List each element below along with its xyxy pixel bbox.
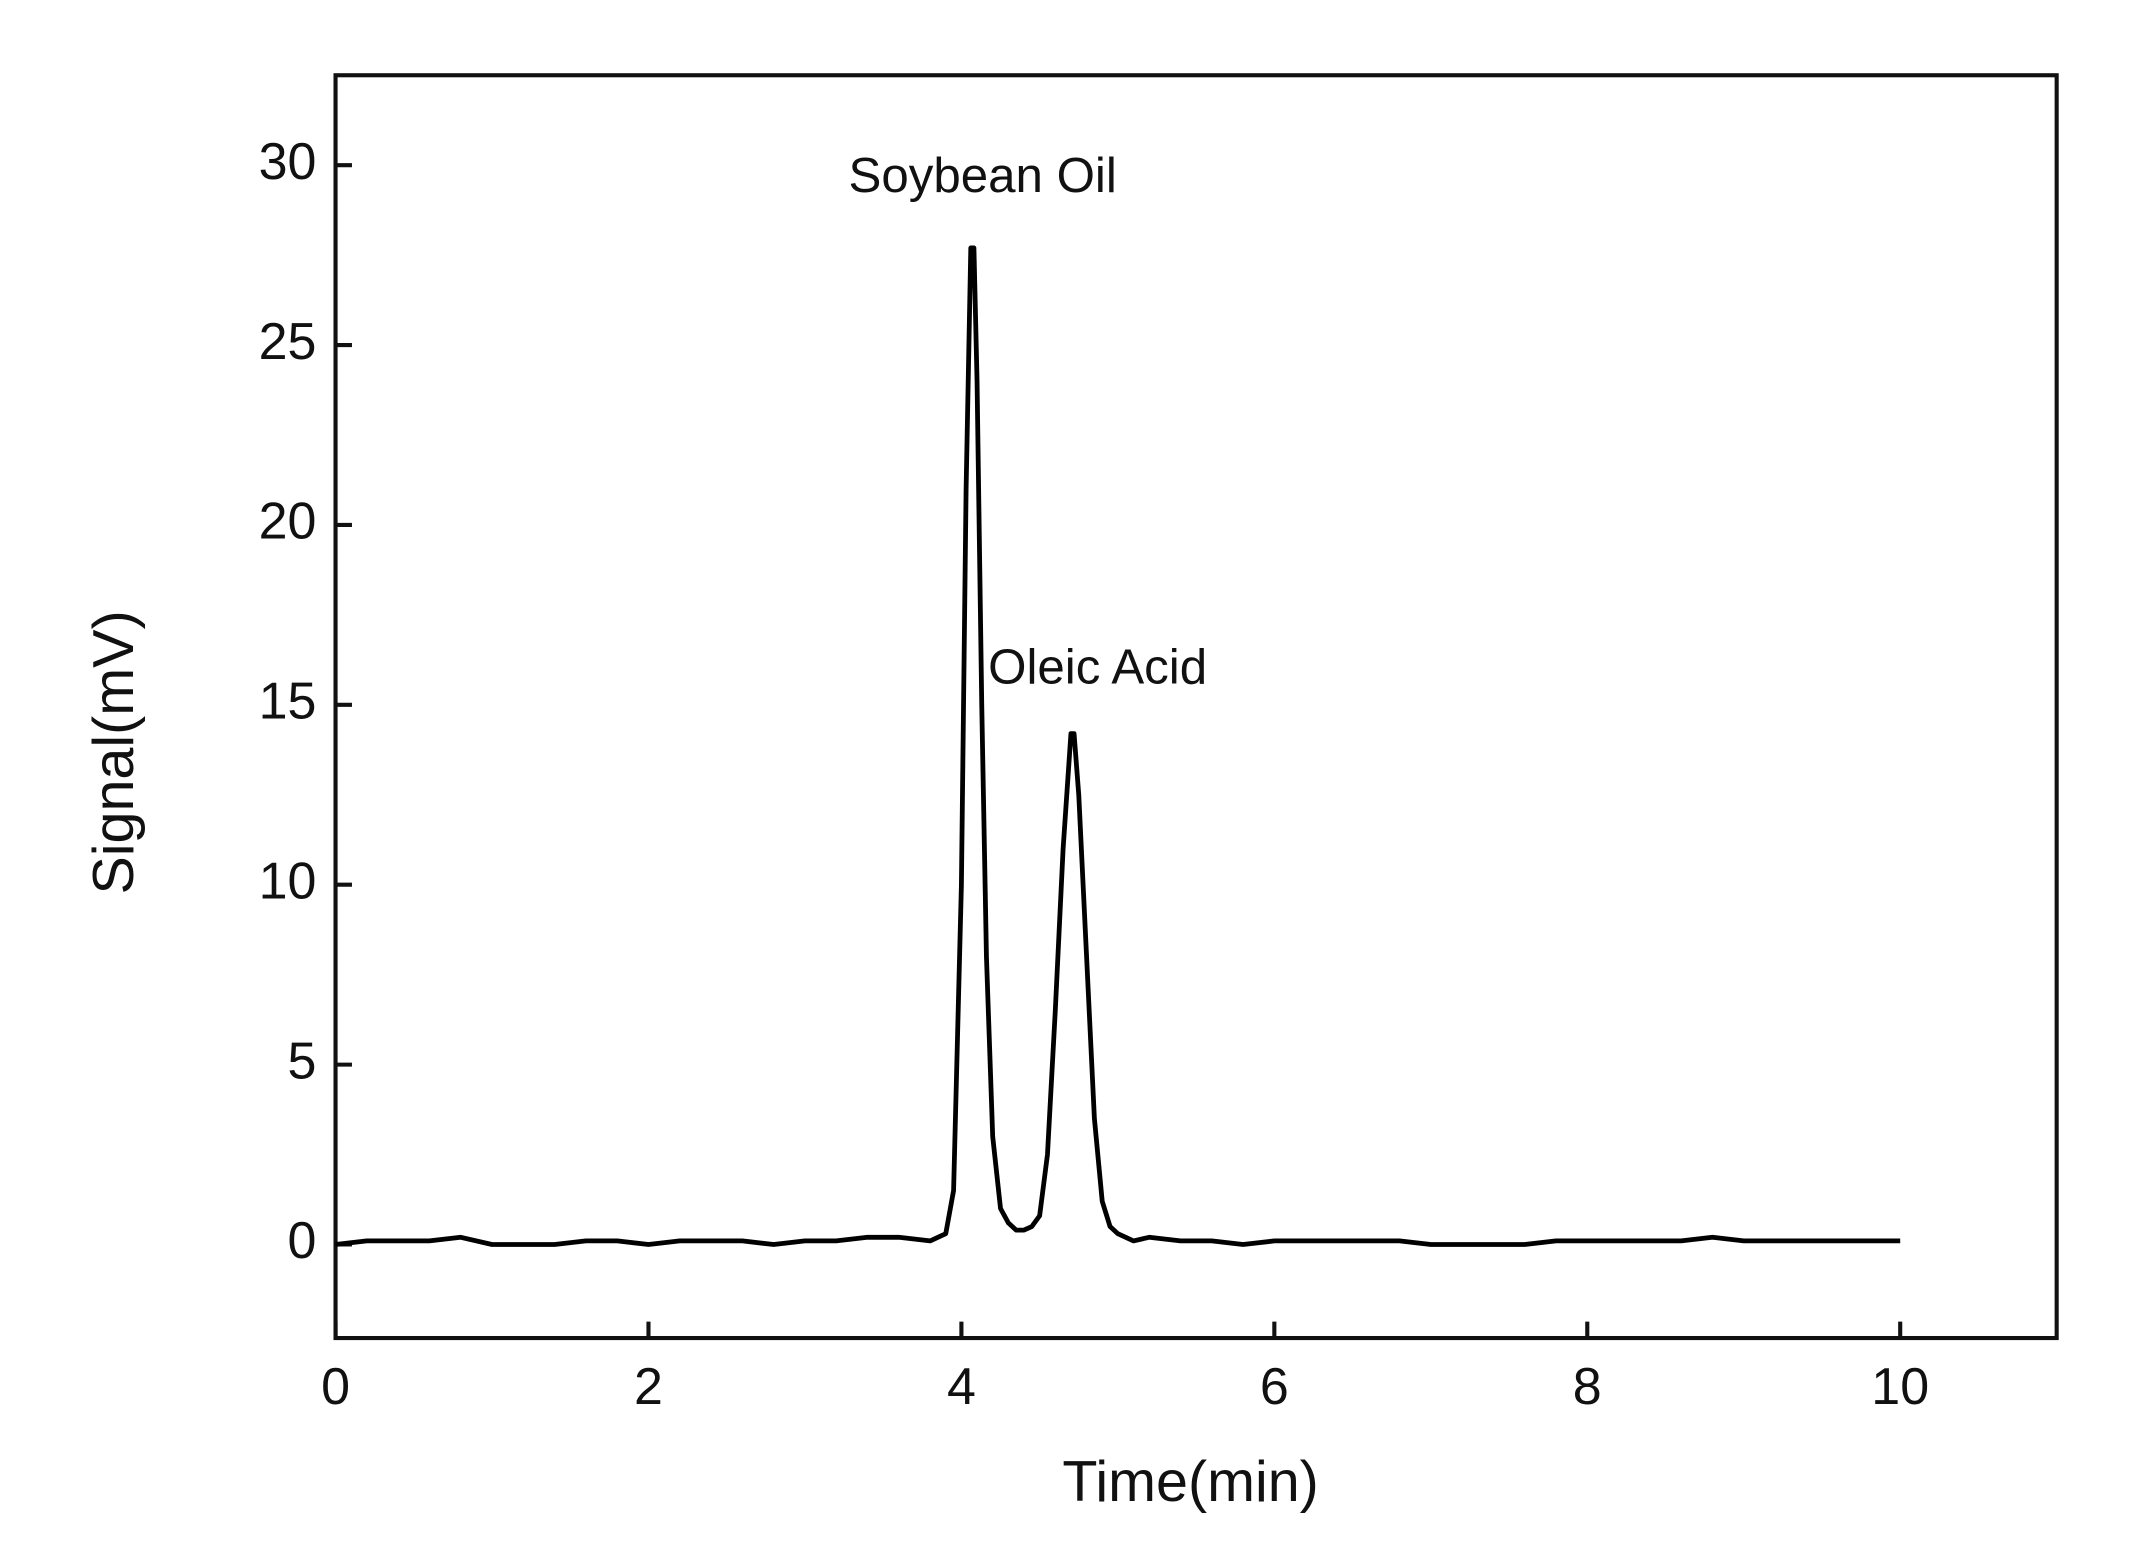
x-tick-label: 6 <box>1260 1358 1289 1416</box>
plot-frame <box>333 73 2059 1341</box>
x-tick-label: 8 <box>1573 1358 1602 1416</box>
y-tick-label: 15 <box>259 673 317 731</box>
x-tick-label: 2 <box>634 1358 663 1416</box>
y-tick-label: 30 <box>259 133 317 191</box>
y-tick-label: 5 <box>287 1032 316 1090</box>
x-tick-label: 10 <box>1871 1358 1929 1416</box>
y-tick-label: 20 <box>259 493 317 551</box>
y-tick-label: 25 <box>259 313 317 371</box>
annotation: Soybean Oil <box>849 148 1117 203</box>
x-axis-title: Time(min) <box>1062 1450 1318 1514</box>
x-tick-label: 0 <box>321 1358 350 1416</box>
y-tick-label: 10 <box>259 852 317 910</box>
signal-line <box>335 245 1901 1247</box>
y-tick-label: 0 <box>287 1212 316 1270</box>
y-axis-title: Signal(mV) <box>82 610 146 894</box>
x-tick-label: 4 <box>947 1358 976 1416</box>
annotation: Oleic Acid <box>988 639 1207 694</box>
